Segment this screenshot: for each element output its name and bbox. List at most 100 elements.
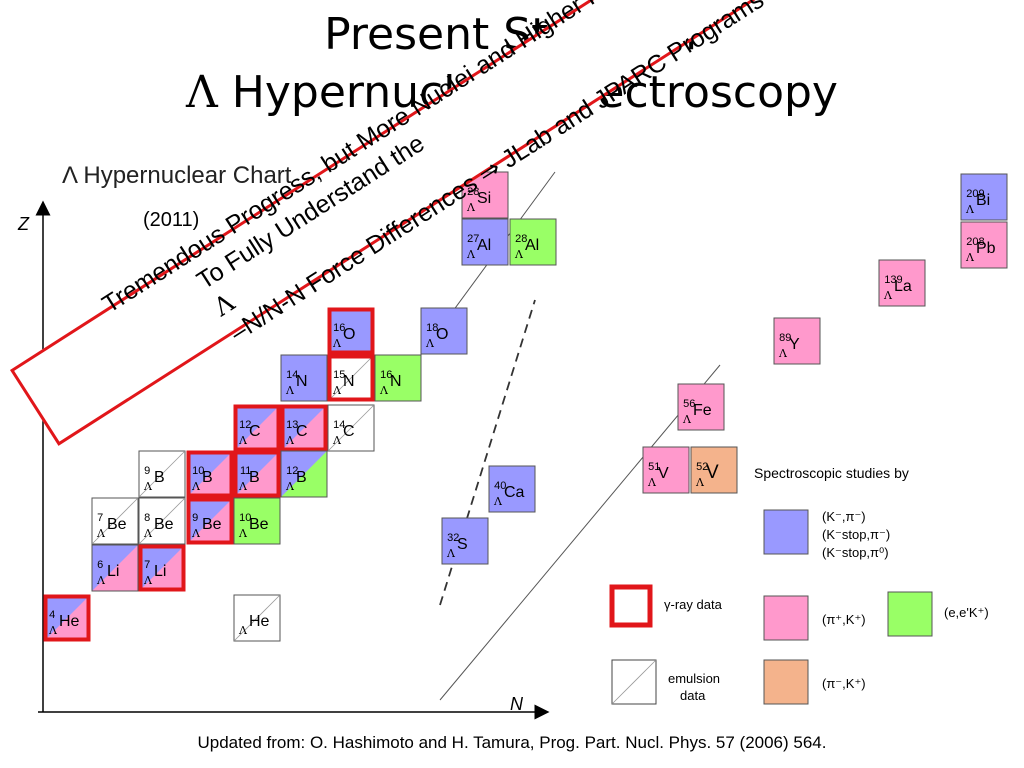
mass-number: 27 — [467, 233, 479, 245]
nuclide-label: 16 ΛO — [332, 322, 355, 350]
lambda-subscript: Λ — [682, 413, 692, 426]
nuclide-cell-209-bi: 209 ΛBi — [960, 173, 1008, 221]
nuclide-label: 14 ΛC — [332, 419, 355, 447]
element-symbol: V — [706, 462, 719, 483]
citation-footer: Updated from: O. Hashimoto and H. Tamura… — [197, 733, 827, 752]
nuclide-label: 12 ΛB — [285, 465, 307, 493]
nuclide-label: 52 Λ V — [695, 461, 719, 489]
lambda-subscript: Λ — [238, 480, 248, 493]
lambda-subscript: Λ — [238, 624, 248, 637]
nuclide-label: 9 ΛBe — [191, 512, 222, 540]
nuclide-label: 13 ΛC — [285, 419, 308, 447]
lambda-subscript: Λ — [965, 251, 975, 264]
element-symbol: Al — [477, 237, 491, 254]
element-symbol: Be — [107, 516, 127, 533]
lambda-subscript: Λ — [965, 203, 975, 216]
nuclide-label: 16 ΛN — [379, 369, 402, 397]
nuclide-cell-32-s: 32 ΛS — [441, 517, 489, 565]
nuclide-cell-16-o: 16 ΛO — [327, 307, 375, 355]
mass-number: 11 — [240, 465, 251, 477]
nuclide-label: 28 ΛSi — [466, 186, 491, 214]
legend-k-pi-1: (K⁻,π⁻) — [822, 509, 866, 524]
element-symbol: Be — [202, 516, 222, 533]
nuclide-cell-51-v: 51 ΛV — [642, 446, 690, 494]
mass-number: 16 — [333, 322, 345, 334]
element-symbol: S — [457, 536, 468, 553]
element-symbol: Pb — [976, 240, 996, 257]
nuclide-label: 18 ΛO — [425, 322, 448, 350]
element-symbol: B — [249, 469, 260, 486]
nuclide-label: 15 ΛN — [332, 369, 355, 397]
element-symbol: Fe — [693, 402, 712, 419]
legend-pi-minus-k: (π⁻,K⁺) — [822, 676, 866, 691]
nuclide-cell-6-li: 6 ΛLi — [91, 544, 139, 592]
element-symbol: He — [249, 613, 270, 630]
nuclide-cell-40-ca: 40 ΛCa — [488, 465, 536, 513]
legend-emulsion-1: emulsion — [668, 671, 720, 686]
mass-number: 12 — [239, 419, 251, 431]
legend: Spectroscopic studies by (K⁻,π⁻) (K⁻stop,π… — [609, 465, 989, 705]
nuclide-cell-10-b: 10 ΛB — [186, 450, 234, 498]
lambda-subscript: Λ — [191, 527, 201, 540]
nuclide-cell-14-n: 14 ΛN — [280, 354, 328, 402]
mass-number: 10 — [192, 465, 204, 477]
nuclide-cell-13-c: 13 ΛC — [280, 404, 328, 452]
nuclide-cell-9-b: 9 ΛB — [138, 450, 186, 498]
nuclide-label: 51 ΛV — [647, 461, 669, 489]
element-symbol: La — [894, 278, 912, 295]
element-symbol: O — [436, 326, 448, 343]
nuclide-cell-27-al: 27 ΛAl — [461, 218, 509, 266]
mass-number: 12 — [286, 465, 298, 477]
element-symbol: O — [343, 326, 355, 343]
lambda-subscript: Λ — [285, 384, 295, 397]
element-symbol: Al — [525, 237, 539, 254]
nuclide-cell-9-be: 9 ΛBe — [186, 497, 234, 545]
mass-number: 32 — [447, 532, 459, 544]
lambda-subscript: Λ — [466, 201, 476, 214]
nuclide-label: 27 ΛAl — [466, 233, 491, 261]
mass-number: 56 — [683, 398, 695, 410]
legend-k-pi-2: (K⁻stop,π⁻) — [822, 527, 890, 542]
nuclide-cell-15-n: 15 ΛN — [327, 354, 375, 402]
mass-number: 6 — [97, 559, 103, 571]
nuclide-label: 28 ΛAl — [514, 233, 539, 261]
element-symbol: Be — [249, 516, 269, 533]
nuclide-cell-x-he: ΛHe — [233, 594, 281, 642]
nuclide-cell-8-be: 8 ΛBe — [138, 497, 186, 545]
nuclide-label: 8 ΛBe — [143, 512, 174, 540]
lambda-subscript: Λ — [238, 434, 248, 447]
nuclide-label: 56 ΛFe — [682, 398, 712, 426]
mass-number: 16 — [380, 369, 392, 381]
chart-year: (2011) — [143, 209, 199, 231]
lambda-subscript: Λ — [143, 574, 153, 587]
mass-number: 10 — [239, 512, 251, 524]
element-symbol: N — [390, 373, 402, 390]
lambda-subscript: Λ — [332, 337, 342, 350]
lambda-subscript: Λ — [778, 347, 788, 360]
nuclide-label: 12 ΛC — [238, 419, 261, 447]
nuclide-label: 139 ΛLa — [883, 274, 912, 302]
mass-number: 14 — [286, 369, 298, 381]
lambda-subscript: Λ — [493, 495, 503, 508]
element-symbol: Be — [154, 516, 174, 533]
legend-e-ek: (e,e'K⁺) — [944, 605, 989, 620]
mass-number: 208 — [966, 236, 984, 248]
nuclide-label: 10 ΛBe — [238, 512, 269, 540]
nuclide-label: 6 ΛLi — [96, 559, 119, 587]
element-symbol: B — [202, 469, 213, 486]
element-symbol: Y — [789, 336, 800, 353]
nuclide-cell-12-c: 12 ΛC — [233, 404, 281, 452]
nuclide-cell-56-fe: 56 ΛFe — [677, 383, 725, 431]
nuclide-cell-28-al: 28 ΛAl — [509, 218, 557, 266]
lambda-subscript: Λ — [332, 434, 342, 447]
nuclide-cell-4-he: 4 ΛHe — [43, 594, 91, 642]
element-symbol: C — [249, 423, 261, 440]
lambda-subscript: Λ — [96, 527, 106, 540]
mass-number: 14 — [333, 419, 345, 431]
lambda-subscript: Λ — [425, 337, 435, 350]
nuclide-cell-10-be: 10 ΛBe — [233, 497, 281, 545]
mass-number: 18 — [426, 322, 438, 334]
mass-number: 9 — [144, 465, 150, 477]
